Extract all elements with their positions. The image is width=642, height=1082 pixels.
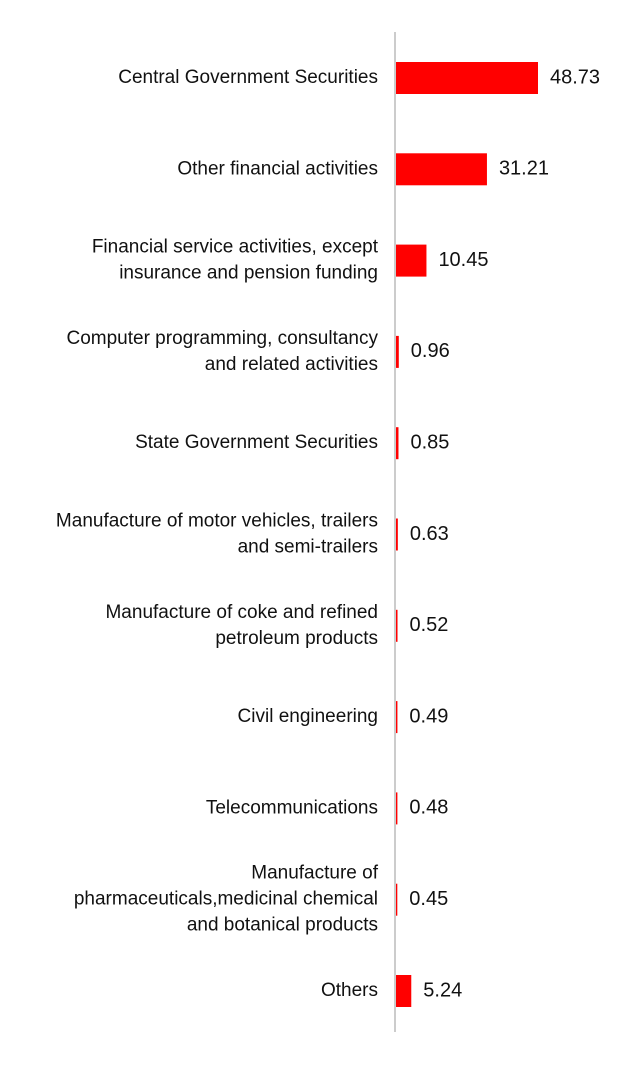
bar-value-label: 0.49: [409, 705, 448, 727]
category-label: Others: [321, 980, 378, 1001]
bar: [396, 518, 398, 551]
category-label: Manufacture of coke and refined petroleum…: [105, 602, 378, 649]
bar: [396, 792, 398, 825]
category-label-line: Central Government Securities: [118, 67, 378, 88]
category-label-line: Manufacture of coke and refined: [105, 602, 378, 623]
category-label: Financial service activities, except insu…: [92, 237, 379, 284]
category-label: Other financial activities: [177, 158, 378, 179]
bar: [396, 153, 487, 186]
category-label-line: and semi-trailers: [238, 537, 378, 558]
category-label: State Government Securities: [135, 432, 378, 453]
category-label-line: petroleum products: [215, 628, 378, 649]
bar-value-label: 5.24: [423, 979, 462, 1001]
category-label-line: pharmaceuticals,medicinal chemical: [74, 889, 378, 910]
category-label: Manufacture of pharmaceuticals,medicinal …: [74, 863, 379, 936]
category-label-line: State Government Securities: [135, 432, 378, 453]
bar-value-label: 48.73: [550, 66, 600, 88]
category-label-line: Manufacture of: [251, 863, 378, 884]
category-label-line: Others: [321, 980, 378, 1001]
category-label: Central Government Securities: [118, 67, 378, 88]
bar-value-label: 10.45: [438, 249, 488, 271]
bar-value-label: 0.85: [410, 431, 449, 453]
bar: [396, 62, 538, 94]
bar: [396, 975, 412, 1007]
bar: [396, 335, 399, 368]
bar: [396, 701, 398, 734]
category-label-line: Financial service activities, except: [92, 237, 379, 258]
bar-value-label: 0.96: [411, 340, 450, 362]
bar-value-label: 0.45: [409, 888, 448, 910]
category-label: Telecommunications: [206, 797, 378, 818]
category-label-line: Civil engineering: [238, 706, 378, 727]
category-label-line: Computer programming, consultancy: [66, 328, 378, 349]
category-label-line: Telecommunications: [206, 797, 378, 818]
category-label: Manufacture of motor vehicles, trailers a…: [56, 511, 378, 558]
category-label-line: and related activities: [205, 354, 378, 375]
category-label-line: insurance and pension funding: [119, 263, 378, 284]
category-label-line: and botanical products: [187, 915, 378, 936]
category-label-line: Manufacture of motor vehicles, trailers: [56, 511, 378, 532]
bar-value-label: 0.63: [410, 523, 449, 545]
bar-value-label: 0.48: [409, 797, 448, 819]
bar: [396, 883, 398, 916]
bar-value-label: 31.21: [499, 158, 549, 180]
bar-series: 48.73 Central Government Securities 31.21 O…: [56, 62, 600, 1007]
bar: [396, 609, 398, 642]
category-label-line: Other financial activities: [177, 158, 378, 179]
bar-value-label: 0.52: [410, 614, 449, 636]
category-label: Civil engineering: [238, 706, 378, 727]
bar: [396, 244, 427, 277]
category-label: Computer programming, consultancy and rel…: [66, 328, 378, 375]
bar: [396, 427, 399, 460]
